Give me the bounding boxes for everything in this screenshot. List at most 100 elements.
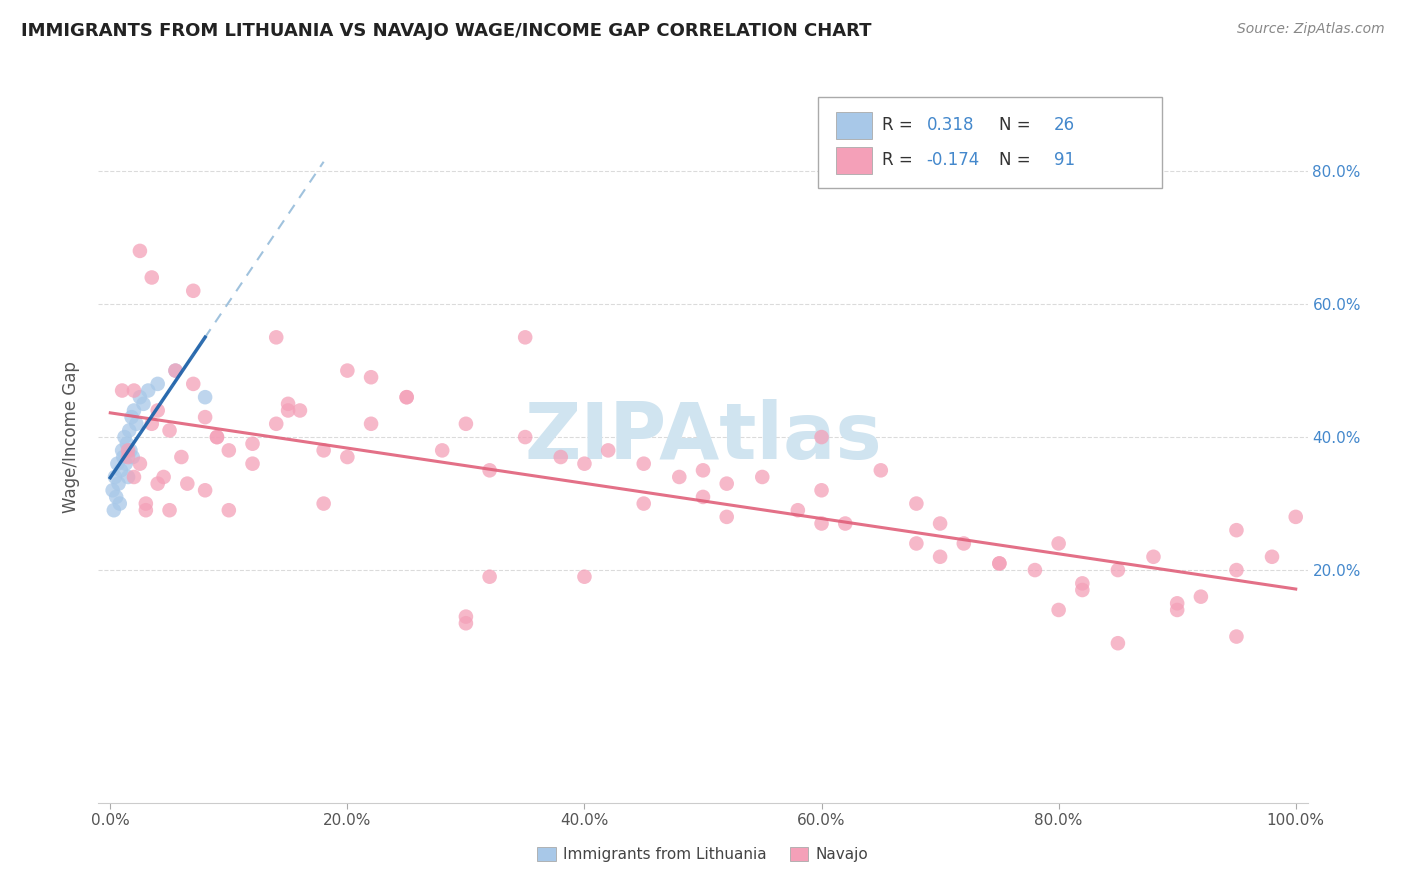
Point xyxy=(1047,536,1070,550)
Point xyxy=(905,497,928,511)
Point xyxy=(117,443,139,458)
Point xyxy=(205,430,228,444)
Point xyxy=(395,390,418,404)
Point xyxy=(136,384,159,398)
Point xyxy=(194,410,217,425)
Point xyxy=(121,450,143,464)
Point xyxy=(114,457,136,471)
Point xyxy=(170,450,193,464)
Point xyxy=(1225,523,1247,537)
Point xyxy=(1071,582,1094,597)
Point xyxy=(104,470,127,484)
Point xyxy=(905,536,928,550)
Point xyxy=(1107,563,1129,577)
Point xyxy=(716,509,738,524)
Point xyxy=(181,376,204,391)
Point xyxy=(176,476,198,491)
Point xyxy=(103,503,125,517)
Point xyxy=(218,443,240,458)
Point xyxy=(111,443,134,458)
Point xyxy=(515,330,537,344)
Point xyxy=(336,363,359,377)
Point xyxy=(146,476,169,491)
Point xyxy=(1024,563,1046,577)
Point xyxy=(312,497,335,511)
Point xyxy=(118,424,141,438)
Point xyxy=(751,470,773,484)
Point xyxy=(988,557,1011,571)
Point xyxy=(135,503,157,517)
Text: Source: ZipAtlas.com: Source: ZipAtlas.com xyxy=(1237,22,1385,37)
Point xyxy=(716,476,738,491)
Point xyxy=(810,516,832,531)
Point xyxy=(146,376,169,391)
Point xyxy=(1225,630,1247,644)
Point xyxy=(454,609,477,624)
Point xyxy=(1225,563,1247,577)
Text: R =: R = xyxy=(882,116,918,134)
Legend: Immigrants from Lithuania, Navajo: Immigrants from Lithuania, Navajo xyxy=(531,841,875,868)
Text: N =: N = xyxy=(1000,116,1036,134)
Point xyxy=(454,417,477,431)
Point xyxy=(105,457,128,471)
Point xyxy=(132,397,155,411)
Point xyxy=(194,390,217,404)
Point xyxy=(478,463,501,477)
Point xyxy=(574,457,596,471)
Point xyxy=(141,270,163,285)
Point xyxy=(122,384,145,398)
Text: -0.174: -0.174 xyxy=(927,151,980,169)
Point xyxy=(1285,509,1308,524)
Point xyxy=(668,470,690,484)
Text: IMMIGRANTS FROM LITHUANIA VS NAVAJO WAGE/INCOME GAP CORRELATION CHART: IMMIGRANTS FROM LITHUANIA VS NAVAJO WAGE… xyxy=(21,22,872,40)
Text: N =: N = xyxy=(1000,151,1036,169)
Point xyxy=(454,616,477,631)
Point xyxy=(633,497,655,511)
Point xyxy=(107,476,129,491)
Point xyxy=(360,417,382,431)
Point xyxy=(952,536,974,550)
Point xyxy=(264,330,287,344)
Point xyxy=(988,557,1011,571)
Point xyxy=(834,516,856,531)
Point xyxy=(218,503,240,517)
Point xyxy=(194,483,217,498)
Point xyxy=(112,450,135,464)
Point xyxy=(101,483,124,498)
Point xyxy=(478,570,501,584)
FancyBboxPatch shape xyxy=(818,97,1163,188)
Point xyxy=(929,516,952,531)
Point xyxy=(141,417,163,431)
Point xyxy=(110,463,132,477)
Point xyxy=(122,403,145,417)
Point xyxy=(165,363,187,377)
Point xyxy=(114,430,136,444)
Point xyxy=(598,443,620,458)
Text: R =: R = xyxy=(882,151,918,169)
Point xyxy=(125,417,148,431)
FancyBboxPatch shape xyxy=(837,146,872,175)
Point xyxy=(550,450,572,464)
Point xyxy=(129,390,152,404)
Point xyxy=(159,503,181,517)
Point xyxy=(1166,603,1188,617)
Y-axis label: Wage/Income Gap: Wage/Income Gap xyxy=(62,361,80,513)
Point xyxy=(929,549,952,564)
Point xyxy=(1261,549,1284,564)
Point xyxy=(135,497,157,511)
Point xyxy=(120,443,142,458)
Point xyxy=(1107,636,1129,650)
Point xyxy=(111,384,134,398)
Point xyxy=(264,417,287,431)
Text: 26: 26 xyxy=(1053,116,1074,134)
FancyBboxPatch shape xyxy=(837,112,872,139)
Point xyxy=(159,424,181,438)
Point xyxy=(242,436,264,450)
Point xyxy=(692,463,714,477)
Point xyxy=(129,244,152,258)
Point xyxy=(360,370,382,384)
Point xyxy=(115,436,138,450)
Point xyxy=(277,403,299,417)
Point xyxy=(205,430,228,444)
Point xyxy=(515,430,537,444)
